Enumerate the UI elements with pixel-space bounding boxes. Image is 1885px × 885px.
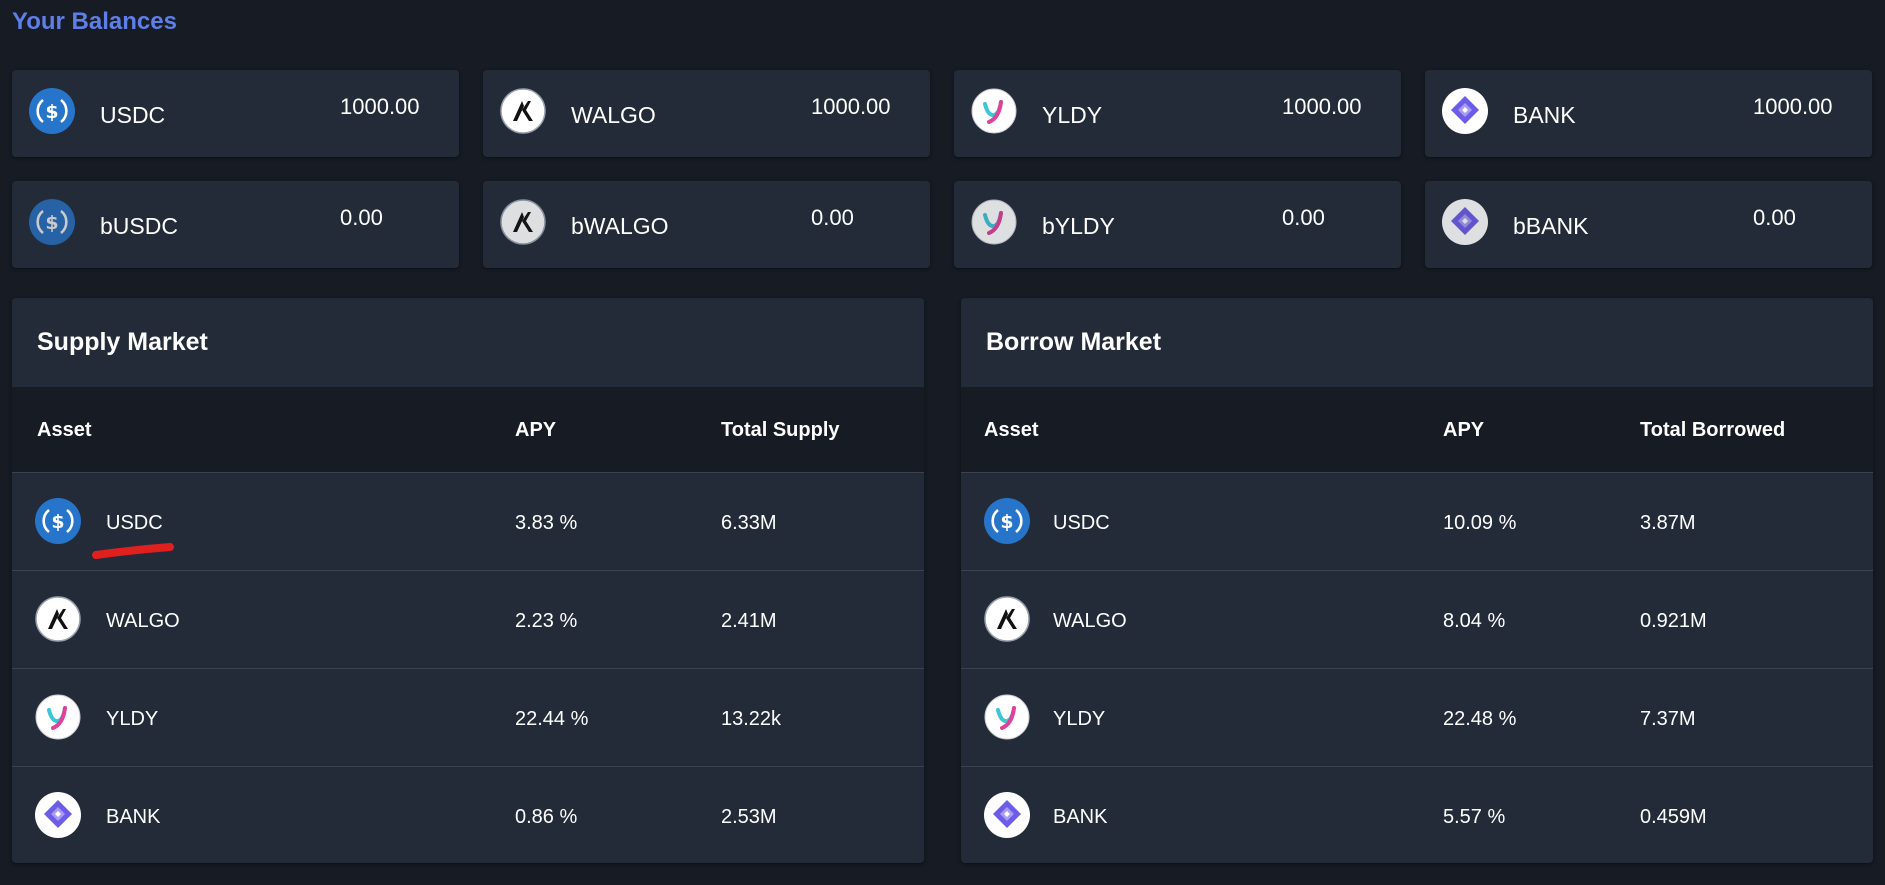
asset-name: WALGO	[1053, 610, 1127, 632]
yldy-icon	[971, 88, 1017, 134]
balance-amount: 1000.00	[340, 94, 420, 119]
borrow-market-title: Borrow Market	[986, 328, 1162, 356]
balance-amount: 1000.00	[1282, 94, 1362, 119]
balance-asset-name: bWALGO	[571, 213, 669, 239]
asset-apy: 5.57 %	[1443, 806, 1506, 828]
column-header-total-supply: Total Supply	[721, 419, 840, 441]
yldy-icon	[35, 694, 81, 740]
asset-apy: 22.44 %	[515, 708, 589, 730]
balance-card-bwalgo[interactable]: bWALGO 0.00	[483, 181, 930, 268]
bank-icon	[1442, 199, 1488, 245]
borrow-row-yldy[interactable]: YLDY 22.48 % 7.37M	[961, 669, 1873, 767]
supply-market-title: Supply Market	[37, 328, 208, 356]
balance-asset-name: bYLDY	[1042, 213, 1115, 239]
borrow-table-header: Asset APY Total Borrowed	[961, 387, 1873, 473]
algo-icon	[35, 596, 81, 642]
balance-amount: 0.00	[1753, 205, 1796, 230]
asset-total-borrowed: 3.87M	[1640, 512, 1696, 534]
balance-asset-name: YLDY	[1042, 102, 1103, 128]
bank-icon	[35, 792, 81, 838]
balance-card-bbank[interactable]: bBANK 0.00	[1425, 181, 1872, 268]
yldy-icon	[971, 199, 1017, 245]
borrow-row-usdc[interactable]: USDC 10.09 % 3.87M	[961, 473, 1873, 571]
borrow-row-walgo[interactable]: WALGO 8.04 % 0.921M	[961, 571, 1873, 669]
balance-amount: 1000.00	[1753, 94, 1833, 119]
balances-title: Your Balances	[12, 8, 177, 35]
asset-name: WALGO	[106, 610, 180, 632]
column-header-asset: Asset	[984, 419, 1039, 441]
asset-name: BANK	[106, 806, 161, 828]
borrow-market-panel: Borrow Market Asset APY Total Borrowed U…	[961, 298, 1873, 863]
asset-name: BANK	[1053, 806, 1108, 828]
balance-asset-name: bUSDC	[100, 213, 178, 239]
usdc-icon	[35, 498, 81, 544]
supply-row-walgo[interactable]: WALGO 2.23 % 2.41M	[12, 571, 924, 669]
balance-card-walgo[interactable]: WALGO 1000.00	[483, 70, 930, 157]
asset-apy: 3.83 %	[515, 512, 578, 534]
asset-apy: 22.48 %	[1443, 708, 1517, 730]
asset-total-supply: 6.33M	[721, 512, 777, 534]
usdc-icon	[984, 498, 1030, 544]
asset-apy: 8.04 %	[1443, 610, 1506, 632]
usdc-icon	[29, 199, 75, 245]
balance-amount: 1000.00	[811, 94, 891, 119]
bank-icon	[984, 792, 1030, 838]
balances-grid: USDC 1000.00 WALGO 1000.00 YLDY 1000.00 …	[12, 70, 1874, 268]
balance-card-busdc[interactable]: bUSDC 0.00	[12, 181, 459, 268]
asset-name: USDC	[106, 512, 163, 534]
balance-card-yldy[interactable]: YLDY 1000.00	[954, 70, 1401, 157]
column-header-apy: APY	[515, 419, 557, 441]
balance-amount: 0.00	[1282, 205, 1325, 230]
balance-asset-name: BANK	[1513, 102, 1576, 128]
balance-asset-name: bBANK	[1513, 213, 1589, 239]
supply-table-header: Asset APY Total Supply	[12, 387, 924, 473]
balance-amount: 0.00	[811, 205, 854, 230]
supply-row-usdc[interactable]: USDC 3.83 % 6.33M	[12, 473, 924, 571]
algo-icon	[500, 88, 546, 134]
balance-amount: 0.00	[340, 205, 383, 230]
algo-icon	[500, 199, 546, 245]
balance-asset-name: USDC	[100, 102, 166, 128]
asset-name: YLDY	[1053, 708, 1106, 730]
borrow-market-header: Borrow Market	[961, 298, 1873, 387]
borrow-row-bank[interactable]: BANK 5.57 % 0.459M	[961, 767, 1873, 862]
yldy-icon	[984, 694, 1030, 740]
column-header-apy: APY	[1443, 419, 1485, 441]
asset-total-supply: 13.22k	[721, 708, 782, 730]
usdc-icon	[29, 88, 75, 134]
algo-icon	[984, 596, 1030, 642]
annotation-underline	[92, 543, 174, 559]
supply-market-panel: Supply Market Asset APY Total Supply USD…	[12, 298, 924, 863]
column-header-total-borrowed: Total Borrowed	[1640, 419, 1786, 441]
asset-total-borrowed: 7.37M	[1640, 708, 1696, 730]
bank-icon	[1442, 88, 1488, 134]
balance-asset-name: WALGO	[571, 102, 656, 128]
column-header-asset: Asset	[37, 419, 92, 441]
supply-row-yldy[interactable]: YLDY 22.44 % 13.22k	[12, 669, 924, 767]
asset-total-supply: 2.53M	[721, 806, 777, 828]
supply-market-header: Supply Market	[12, 298, 924, 387]
balance-card-bank[interactable]: BANK 1000.00	[1425, 70, 1872, 157]
asset-name: YLDY	[106, 708, 159, 730]
asset-apy: 0.86 %	[515, 806, 578, 828]
asset-total-borrowed: 0.459M	[1640, 806, 1707, 828]
asset-total-supply: 2.41M	[721, 610, 777, 632]
asset-apy: 10.09 %	[1443, 512, 1517, 534]
balance-card-usdc[interactable]: USDC 1000.00	[12, 70, 459, 157]
asset-total-borrowed: 0.921M	[1640, 610, 1707, 632]
supply-row-bank[interactable]: BANK 0.86 % 2.53M	[12, 767, 924, 862]
balance-card-byldy[interactable]: bYLDY 0.00	[954, 181, 1401, 268]
asset-name: USDC	[1053, 512, 1110, 534]
asset-apy: 2.23 %	[515, 610, 578, 632]
